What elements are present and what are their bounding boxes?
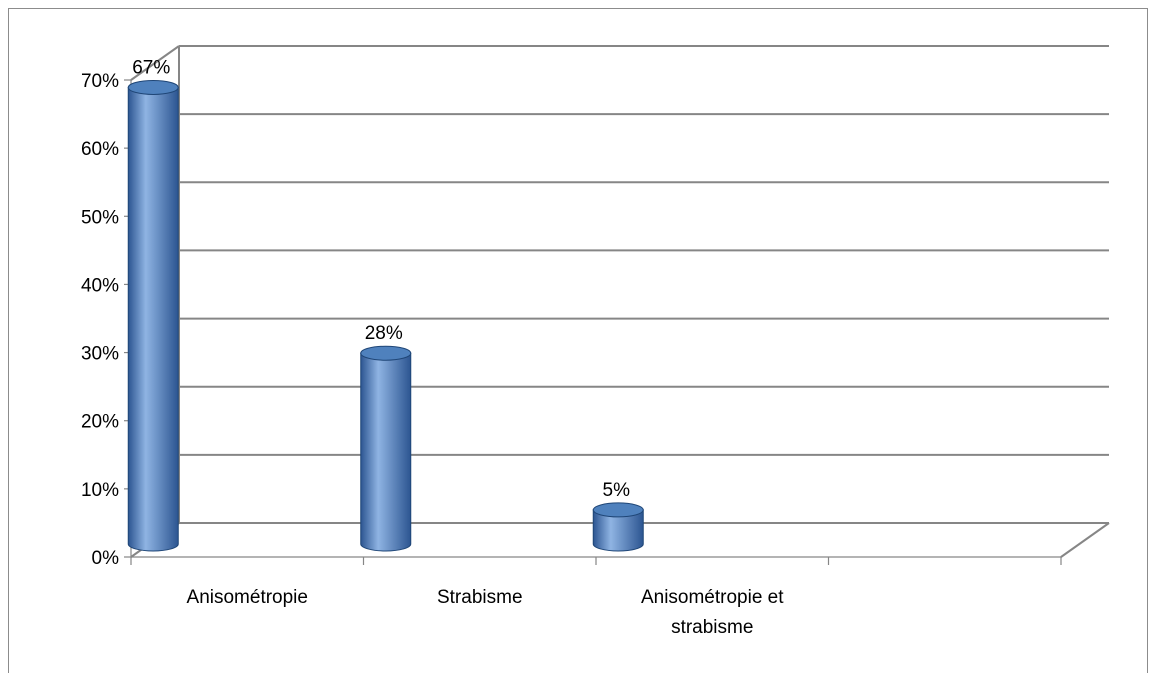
floor-right-edge: [1060, 522, 1110, 558]
bar-top-cap: [592, 502, 644, 518]
y-tick-label: 60%: [81, 139, 119, 160]
bar-top-cap: [127, 79, 179, 95]
bar: [127, 79, 179, 552]
x-category-label: Strabisme: [437, 587, 523, 608]
data-label: 28%: [365, 323, 403, 344]
x-category-label: Anisométropie et: [641, 587, 784, 608]
x-category-label: strabisme: [671, 617, 753, 638]
data-label: 5%: [603, 480, 631, 501]
data-label: 67%: [132, 57, 170, 78]
y-tick-label: 70%: [81, 71, 119, 92]
bar-body: [127, 86, 179, 552]
bar: [360, 345, 412, 552]
gridline-diagonal: [130, 45, 180, 81]
bar: [592, 502, 644, 552]
y-tick-label: 0%: [92, 548, 120, 569]
label-layer: 0% 10% 20% 30% 40% 50% 60% 70% Anisométropie Stra…: [81, 57, 784, 638]
y-tick-label: 10%: [81, 480, 119, 501]
y-tick-label: 50%: [81, 207, 119, 228]
bar-chart: 0% 10% 20% 30% 40% 50% 60% 70% Anisométropie Stra…: [81, 45, 1110, 638]
bar-layer: [127, 79, 644, 552]
y-tick-label: 20%: [81, 412, 119, 433]
chart-frame: 0% 10% 20% 30% 40% 50% 60% 70% Anisométropie Stra…: [8, 8, 1148, 673]
bar-body: [592, 509, 644, 552]
y-tick-label: 30%: [81, 344, 119, 365]
bar-top-cap: [360, 345, 412, 361]
x-category-label: Anisométropie: [187, 587, 308, 608]
y-tick-label: 40%: [81, 275, 119, 296]
bar-body: [360, 352, 412, 552]
